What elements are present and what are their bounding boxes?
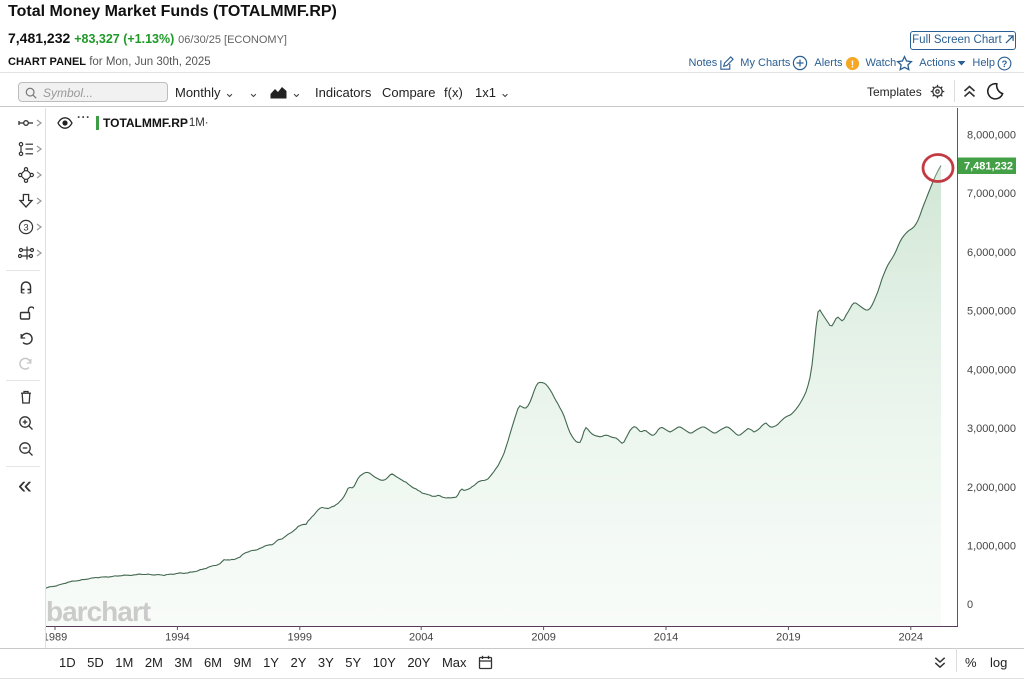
svg-text:2009: 2009 (531, 632, 555, 644)
svg-text:1,000,000: 1,000,000 (967, 541, 1016, 553)
svg-text:6,000,000: 6,000,000 (967, 247, 1016, 259)
svg-text:barchart: barchart (46, 596, 151, 627)
svg-text:1989: 1989 (46, 632, 67, 644)
svg-text:3,000,000: 3,000,000 (967, 423, 1016, 435)
svg-text:1994: 1994 (165, 632, 189, 644)
svg-text:!: ! (850, 59, 853, 70)
svg-text:2,000,000: 2,000,000 (967, 482, 1016, 494)
svg-text:7,000,000: 7,000,000 (967, 188, 1016, 200)
svg-text:2019: 2019 (776, 632, 800, 644)
svg-text:8,000,000: 8,000,000 (967, 129, 1016, 141)
svg-text:2024: 2024 (899, 632, 923, 644)
svg-text:4,000,000: 4,000,000 (967, 364, 1016, 376)
svg-text:7,481,232: 7,481,232 (964, 161, 1013, 173)
svg-text:2014: 2014 (654, 632, 678, 644)
svg-text:2004: 2004 (409, 632, 433, 644)
svg-text:3: 3 (23, 222, 28, 233)
svg-text:?: ? (1002, 58, 1008, 68)
svg-text:5,000,000: 5,000,000 (967, 306, 1016, 318)
svg-text:0: 0 (967, 599, 973, 611)
svg-text:1999: 1999 (288, 632, 312, 644)
